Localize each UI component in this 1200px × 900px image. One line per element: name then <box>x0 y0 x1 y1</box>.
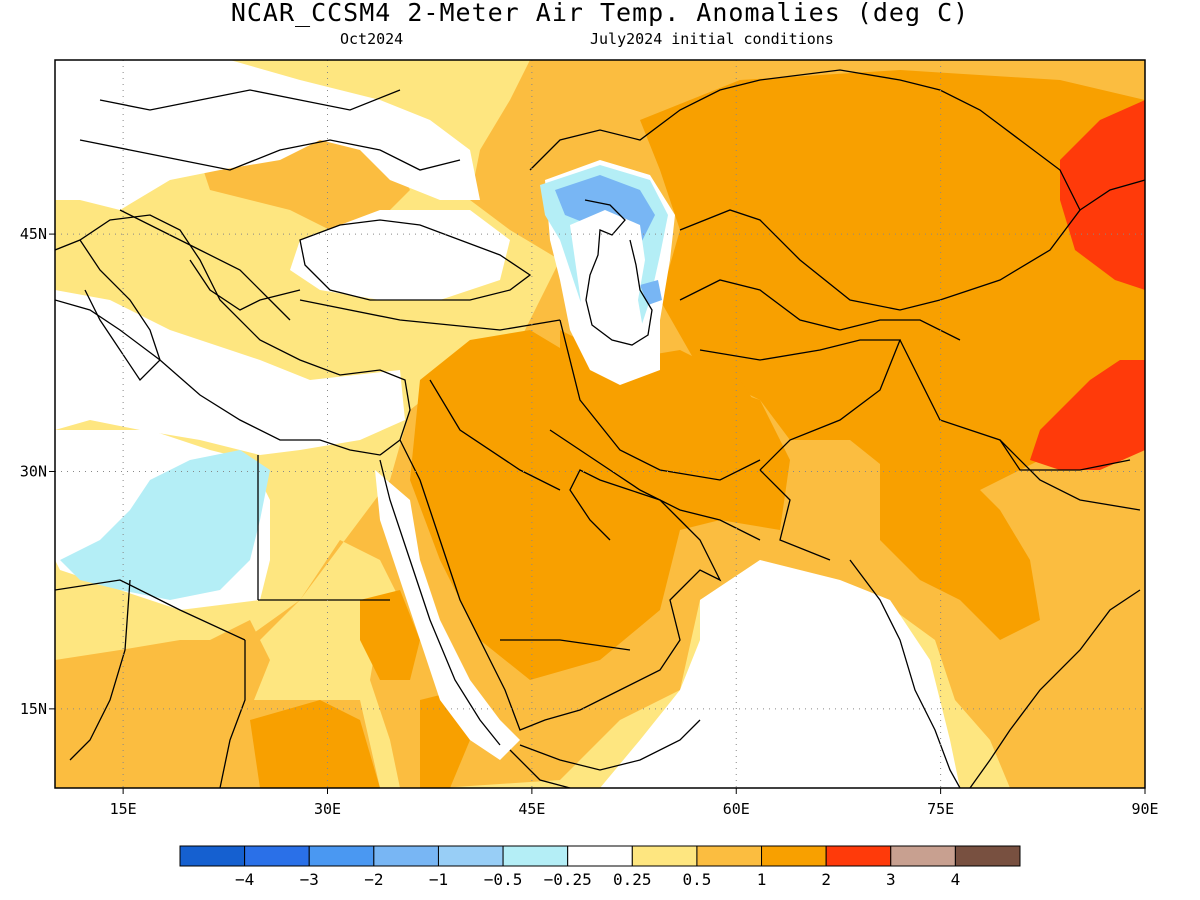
colorbar <box>179 845 1021 867</box>
anomaly-region-2-3-sahel <box>360 590 420 680</box>
colorbar-swatch <box>696 845 763 867</box>
colorbar-label: 3 <box>886 870 896 889</box>
latitude-ticks: 45N 30N 15N <box>20 225 55 718</box>
border-kazakhstan <box>529 69 1081 311</box>
lat-tick-label: 15N <box>20 700 47 718</box>
anomaly-field <box>55 60 1145 788</box>
graticule <box>55 60 1145 788</box>
lat-tick-label: 30N <box>20 462 47 480</box>
anomaly-region-2-3-tibet <box>880 440 1040 640</box>
black-sea-outline <box>299 219 532 301</box>
colorbar-swatch <box>761 845 827 867</box>
border-mongolia <box>1079 179 1145 211</box>
anomaly-region-2-3-kenya <box>250 700 380 788</box>
border-iran <box>559 319 761 481</box>
lon-tick-label: 75E <box>927 800 954 818</box>
lon-tick-label: 30E <box>314 800 341 818</box>
lon-tick-label: 90E <box>1131 800 1158 818</box>
lon-tick-label: 45E <box>518 800 545 818</box>
border-europe-3 <box>99 89 401 111</box>
colorbar-labels: −4 −3 −2 −1 −0.5 −0.25 0.25 0.5 1 2 3 4 <box>235 870 960 889</box>
neutral-region-black-sea <box>290 210 510 300</box>
border-europe-1 <box>79 139 461 171</box>
lon-tick-label: 60E <box>723 800 750 818</box>
border-pakistan <box>759 469 831 561</box>
anomaly-region-1-2-east-africa <box>55 620 270 750</box>
colorbar-swatch <box>631 845 698 867</box>
coastlines <box>55 69 1145 788</box>
anomaly-region-2-3-central-asia <box>640 70 1145 500</box>
border-china-tibet <box>999 439 1131 471</box>
colorbar-label: −3 <box>300 870 319 889</box>
map-frame <box>54 59 1146 789</box>
colorbar-swatch <box>825 845 892 867</box>
colorbar-label: 1 <box>757 870 767 889</box>
colorbar-label: 0.25 <box>613 870 652 889</box>
neutral-region-europe <box>55 60 480 210</box>
colorbar-swatch <box>890 845 956 867</box>
border-iraq <box>429 379 561 491</box>
colorbar-label: −4 <box>235 870 254 889</box>
neutral-region-caspian-sea <box>570 210 645 365</box>
border-europe-2 <box>119 209 291 321</box>
caspian-sea-outline <box>584 199 653 346</box>
lat-tick-label: 45N <box>20 225 47 243</box>
colorbar-swatch <box>373 845 439 867</box>
colorbar-label: 2 <box>821 870 831 889</box>
mediterranean-coast <box>55 214 411 456</box>
colorbar-label: −1 <box>429 870 448 889</box>
colorbar-swatch <box>308 845 375 867</box>
border-sahara <box>55 579 246 641</box>
initial-conditions: July2024 initial conditions <box>590 30 834 48</box>
colorbar-swatch <box>179 845 246 867</box>
colorbar-label: 4 <box>951 870 961 889</box>
persian-gulf-coast <box>549 429 761 541</box>
red-sea-west-coast <box>379 459 501 746</box>
red-sea-east-coast <box>399 439 722 731</box>
border-kyrgyzstan <box>839 319 961 341</box>
colorbar-swatch <box>437 845 504 867</box>
colorbar-swatch <box>954 845 1021 867</box>
map-title: NCAR_CCSM4 2-Meter Air Temp. Anomalies (… <box>230 0 970 27</box>
horn-of-africa <box>509 749 571 788</box>
colorbar-swatch <box>244 845 310 867</box>
border-turkey <box>299 299 561 331</box>
lon-tick-label: 15E <box>110 800 137 818</box>
border-chad-sudan <box>219 640 246 788</box>
neutral-region-red-sea <box>375 470 520 760</box>
colorbar-label: 0.5 <box>682 870 711 889</box>
anomaly-region-3-4-tibet <box>1030 360 1145 470</box>
border-balkans <box>189 259 301 311</box>
border-uzbekistan <box>679 279 841 331</box>
india-coast <box>849 559 1141 788</box>
neutral-region-arabian-sea <box>600 560 960 788</box>
valid-month: Oct2024 <box>340 30 404 48</box>
longitude-ticks: 15E 30E 45E 60E 75E 90E <box>110 788 1159 818</box>
colorbar-label: −0.25 <box>544 870 592 889</box>
colorbar-swatch <box>502 845 569 867</box>
gulf-of-aden-coast <box>519 719 701 771</box>
colorbar-label: −0.5 <box>484 870 523 889</box>
italy-coast <box>79 239 161 382</box>
border-saudi-yemen <box>500 639 631 651</box>
colorbar-swatch <box>567 845 633 867</box>
neutral-region-mediterranean <box>55 290 405 455</box>
border-west-africa <box>69 579 131 761</box>
colorbar-label: −2 <box>364 870 383 889</box>
cool-region-sahara <box>60 450 270 600</box>
